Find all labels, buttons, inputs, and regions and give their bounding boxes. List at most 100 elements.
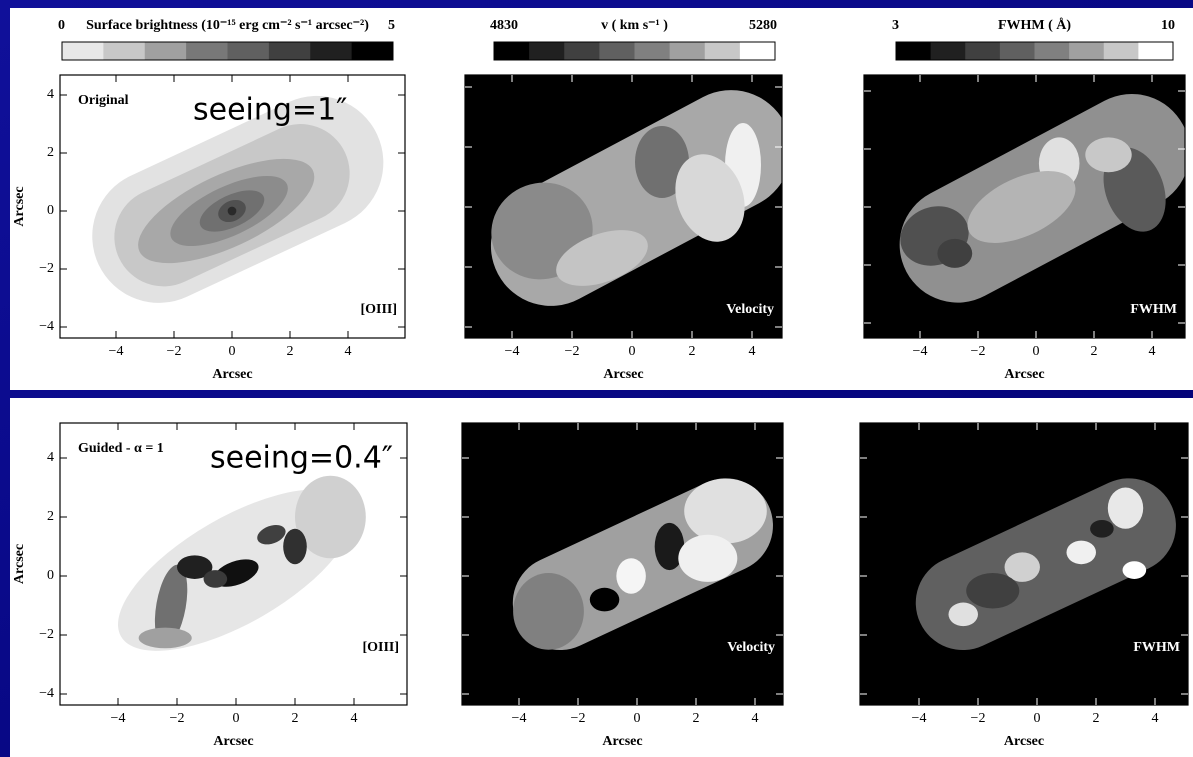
- colorbar-segment: [705, 42, 741, 60]
- x-axis-label: Arcsec: [212, 367, 252, 382]
- y-tick-label: 0: [47, 568, 54, 583]
- x-tick-label: −2: [971, 344, 986, 359]
- x-axis-label: Arcsec: [213, 734, 253, 749]
- panel-tag: FWHM: [1130, 302, 1177, 317]
- seeing-note: seeing=1″: [193, 93, 347, 128]
- colorbar-segment: [1104, 42, 1139, 60]
- x-tick-label: −2: [170, 711, 185, 726]
- colorbar-title: v ( km s⁻¹ ): [601, 18, 668, 33]
- x-tick-label: 0: [629, 344, 636, 359]
- colorbar-segment: [145, 42, 187, 60]
- seeing-note: seeing=0.4″: [210, 441, 393, 476]
- x-tick-label: −2: [971, 711, 986, 726]
- map-region: [1085, 137, 1131, 172]
- colorbar-min: 4830: [490, 18, 518, 33]
- panel-tag: FWHM: [1133, 640, 1180, 655]
- y-tick-label: −4: [39, 319, 54, 334]
- map-region: [590, 588, 620, 612]
- x-axis-label: Arcsec: [602, 734, 642, 749]
- x-tick-label: 0: [1033, 344, 1040, 359]
- y-tick-label: 2: [47, 509, 54, 524]
- y-tick-label: −4: [39, 686, 54, 701]
- colorbar-max: 5: [388, 18, 395, 33]
- colorbar-segment: [494, 42, 530, 60]
- x-tick-label: −4: [111, 711, 126, 726]
- x-tick-label: −4: [912, 711, 927, 726]
- y-tick-label: 4: [47, 87, 54, 102]
- panel-label: Guided - α = 1: [78, 441, 164, 456]
- colorbar-title: Surface brightness (10⁻¹⁵ erg cm⁻² s⁻¹ a…: [86, 18, 369, 33]
- colorbar-segment: [931, 42, 966, 60]
- x-tick-label: 4: [1149, 344, 1156, 359]
- map-region: [678, 535, 737, 582]
- x-tick-label: −4: [505, 344, 520, 359]
- x-tick-label: 0: [229, 344, 236, 359]
- map-region: [283, 529, 307, 564]
- y-tick-label: 4: [47, 450, 54, 465]
- map-region: [1090, 520, 1114, 538]
- map-region: [937, 239, 972, 268]
- y-axis-label: Arcsec: [12, 186, 27, 226]
- colorbar-min: 3: [892, 18, 899, 33]
- x-tick-label: 4: [345, 344, 352, 359]
- figure: 0 Surface brightness (10⁻¹⁵ erg cm⁻² s⁻¹ …: [0, 0, 1193, 757]
- colorbar-segment: [103, 42, 145, 60]
- colorbar-segment: [564, 42, 600, 60]
- colorbar-segment: [62, 42, 104, 60]
- x-tick-label: 4: [752, 711, 759, 726]
- x-tick-label: 2: [1091, 344, 1098, 359]
- colorbar-segment: [1138, 42, 1173, 60]
- x-tick-label: −2: [571, 711, 586, 726]
- x-tick-label: 0: [634, 711, 641, 726]
- x-tick-label: 2: [292, 711, 299, 726]
- map-region: [204, 570, 228, 588]
- colorbar-segment: [269, 42, 311, 60]
- x-tick-label: 2: [287, 344, 294, 359]
- y-tick-label: −2: [39, 627, 54, 642]
- map-region: [1067, 541, 1097, 565]
- x-tick-label: 4: [1152, 711, 1159, 726]
- map-region: [139, 628, 192, 649]
- colorbar-max: 5280: [749, 18, 777, 33]
- colorbar-max: 10: [1161, 18, 1175, 33]
- colorbar-segment: [1000, 42, 1035, 60]
- y-axis-label: Arcsec: [12, 544, 27, 584]
- panel-tag: Velocity: [726, 302, 774, 317]
- y-tick-label: 0: [47, 203, 54, 218]
- colorbar-segment: [599, 42, 635, 60]
- x-tick-label: 2: [1093, 711, 1100, 726]
- x-tick-label: 0: [233, 711, 240, 726]
- map-region: [966, 573, 1019, 608]
- colorbar-segment: [896, 42, 931, 60]
- colorbar-title: FWHM ( Å): [998, 17, 1071, 33]
- map-region: [228, 207, 237, 216]
- x-axis-label: Arcsec: [603, 367, 643, 382]
- x-tick-label: 2: [689, 344, 696, 359]
- x-tick-label: −4: [109, 344, 124, 359]
- map-region: [616, 558, 646, 593]
- map-region: [949, 603, 979, 627]
- colorbar-segment: [352, 42, 394, 60]
- x-tick-label: −2: [565, 344, 580, 359]
- map-region: [513, 573, 584, 650]
- colorbar-segment: [1069, 42, 1104, 60]
- colorbar-segment: [529, 42, 565, 60]
- panel-label: Original: [78, 93, 129, 108]
- panel-tag: [OIII]: [362, 640, 399, 655]
- colorbar-segment: [670, 42, 706, 60]
- colorbar-segment: [186, 42, 228, 60]
- x-tick-label: −4: [512, 711, 527, 726]
- x-tick-label: −4: [913, 344, 928, 359]
- colorbar-segment: [310, 42, 352, 60]
- x-tick-label: −2: [167, 344, 182, 359]
- panel-tag: [OIII]: [360, 302, 397, 317]
- x-tick-label: 4: [749, 344, 756, 359]
- colorbar-segment: [740, 42, 776, 60]
- map-region: [1108, 488, 1143, 529]
- x-axis-label: Arcsec: [1004, 734, 1044, 749]
- colorbar-min: 0: [58, 18, 65, 33]
- y-tick-label: −2: [39, 261, 54, 276]
- colorbar-segment: [635, 42, 671, 60]
- x-tick-label: 2: [693, 711, 700, 726]
- x-tick-label: 0: [1034, 711, 1041, 726]
